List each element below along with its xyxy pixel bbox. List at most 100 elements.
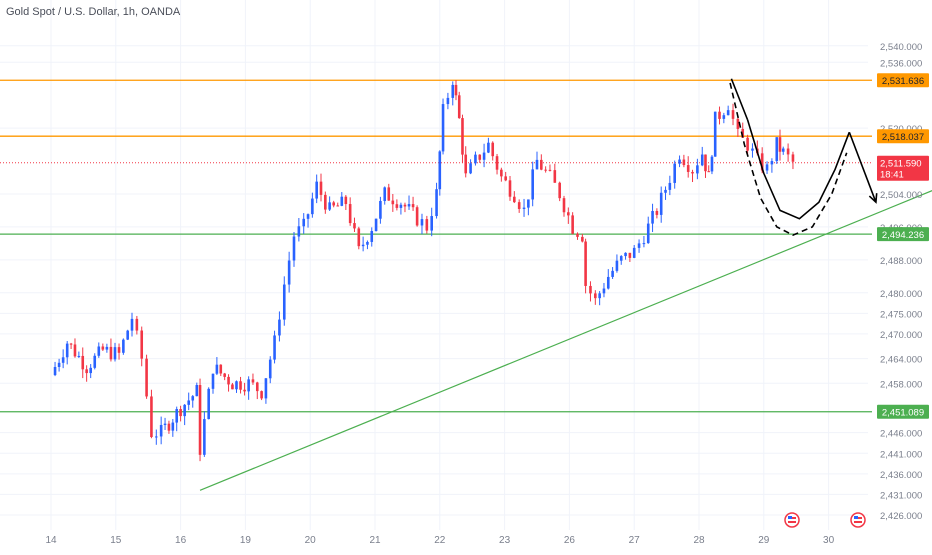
candle-body [478, 154, 482, 160]
candle-body [668, 182, 672, 190]
candle-body [522, 207, 526, 209]
candle-body [430, 216, 433, 231]
x-tick-label: 28 [693, 535, 705, 546]
candle-body [403, 204, 407, 207]
candle-body [278, 319, 281, 336]
candle-body [145, 358, 148, 397]
level-label-1: 2,518.037 [882, 132, 924, 143]
y-tick-label: 2,458.000 [880, 379, 922, 390]
candle-body [691, 171, 694, 174]
candle-body [791, 154, 795, 162]
level-label-bg-2 [877, 227, 929, 242]
candle-body [731, 110, 735, 119]
candle-body [746, 137, 749, 151]
candle-body [287, 260, 291, 285]
y-tick-label: 2,464.000 [880, 355, 922, 366]
candle-body [374, 218, 378, 232]
x-tick-label: 27 [629, 535, 641, 546]
candle-body [85, 369, 88, 374]
x-tick-label: 20 [305, 535, 317, 546]
candle-body [264, 378, 268, 399]
candle-body [198, 385, 202, 455]
flag-icon-us[interactable] [784, 512, 800, 528]
y-tick-label: 2,436.000 [880, 470, 922, 481]
candle-body [306, 214, 310, 219]
candle-body [336, 205, 340, 207]
candle-body [642, 243, 646, 245]
level-label-2: 2,494.236 [882, 230, 924, 241]
candle-body [651, 210, 654, 224]
flag-icon-us[interactable] [850, 512, 866, 528]
candle-body [215, 364, 219, 374]
candle-body [247, 379, 250, 392]
candle-body [567, 212, 570, 216]
candle-body [548, 169, 552, 171]
candle-body [594, 293, 597, 299]
candle-body [726, 110, 730, 116]
candle-body [260, 391, 263, 399]
candle-body [425, 219, 429, 231]
candle-body [332, 202, 335, 206]
projection-arrow-line [848, 131, 877, 203]
candle-body [562, 198, 566, 213]
candle-body [491, 142, 495, 157]
flag-icon-us-canton [854, 516, 858, 519]
chart-title: Gold Spot / U.S. Dollar, 1h, OANDA [6, 6, 181, 18]
x-tick-label: 14 [45, 535, 57, 546]
candle-body [760, 153, 764, 171]
candle-body [93, 355, 97, 368]
candle-body [504, 176, 507, 181]
candle-body [611, 270, 614, 277]
candle-body [89, 367, 92, 374]
x-tick-label: 19 [240, 535, 252, 546]
arrow-head-icon [868, 193, 878, 204]
candle-body [122, 339, 125, 353]
candle-body [61, 357, 65, 363]
candle-body [207, 388, 210, 420]
candle-body [508, 180, 512, 197]
y-tick-label: 2,488.000 [880, 256, 922, 267]
candle-body [474, 154, 477, 164]
candle-body [231, 384, 234, 390]
candle-body [781, 148, 785, 152]
candle-body [235, 381, 238, 390]
candle-body [171, 422, 175, 431]
y-tick-label: 2,470.000 [880, 330, 922, 341]
candle-body [464, 154, 468, 174]
candle-body [361, 244, 365, 247]
candle-body [324, 194, 327, 210]
candle-body [140, 330, 144, 359]
projection-dashed-curve [729, 82, 848, 236]
candle-body [786, 148, 790, 155]
x-tick-label: 29 [758, 535, 770, 546]
candle-body [391, 200, 395, 205]
candle-body [619, 256, 623, 261]
candle-body [696, 165, 699, 174]
candle-body [457, 95, 461, 119]
candle-body [379, 200, 382, 219]
candle-body [319, 181, 323, 195]
candle-body [57, 362, 61, 367]
candle-body [311, 198, 314, 215]
candle-body [223, 373, 226, 377]
candle-body [741, 128, 745, 138]
candle-body [682, 159, 686, 166]
candle-body [527, 199, 530, 208]
projection-solid-curve [746, 119, 851, 220]
level-label-bg-0 [877, 73, 929, 88]
candle-body [77, 355, 81, 357]
level-label-bg-3 [877, 404, 929, 419]
candle-body [130, 318, 134, 331]
candle-body [718, 111, 721, 119]
candle-body [598, 293, 601, 299]
candle-body [340, 196, 344, 206]
x-tick-label: 30 [823, 535, 835, 546]
candle-body [531, 169, 534, 200]
candle-body [637, 243, 641, 248]
y-tick-label: 2,504.000 [880, 190, 922, 201]
level-label-3: 2,451.089 [882, 408, 924, 419]
current-price-label: 2,511.590 [880, 159, 922, 170]
candle-body [243, 389, 246, 392]
